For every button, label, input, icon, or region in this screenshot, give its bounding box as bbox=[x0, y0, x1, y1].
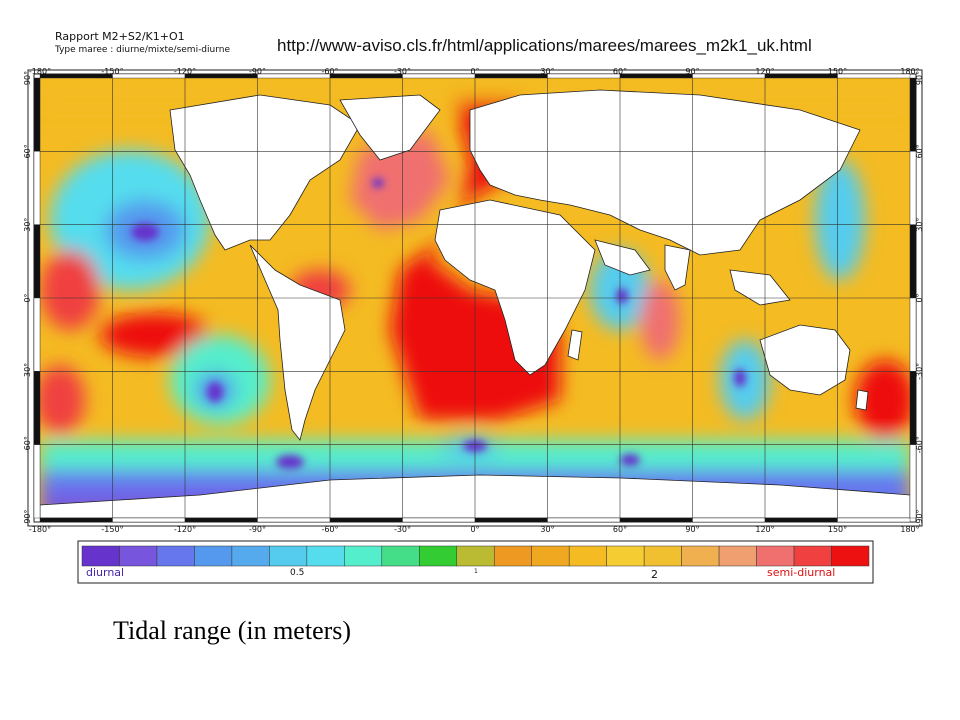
lat-tick-left: 0° bbox=[23, 293, 32, 302]
lat-tick-left: -30° bbox=[23, 363, 32, 380]
legend-swatch bbox=[568, 545, 607, 567]
lon-tick-top: -150° bbox=[101, 67, 123, 76]
ratio-title: Rapport M2+S2/K1+O1 bbox=[55, 30, 185, 43]
lat-tick-left: 30° bbox=[23, 218, 32, 232]
tidal-map-figure: Rapport M2+S2/K1+O1 Type maree : diurne/… bbox=[23, 30, 924, 584]
longitude-labels-bottom: -180° -150° -120° -90° -60° -30° 0° 30° 60° 90° 12… bbox=[29, 525, 920, 534]
lon-tick-bottom: 150° bbox=[828, 525, 847, 534]
lat-tick-right: 60° bbox=[915, 144, 924, 158]
map-gridlines bbox=[40, 78, 910, 518]
legend-label-1: 1 bbox=[474, 568, 478, 575]
lat-tick-right: 90° bbox=[915, 71, 924, 85]
legend-label-2: 2 bbox=[651, 568, 658, 581]
legend-swatch bbox=[419, 545, 458, 567]
lon-tick-top: 60° bbox=[613, 67, 627, 76]
lon-tick-bottom: -120° bbox=[174, 525, 196, 534]
lat-tick-left: 90° bbox=[23, 71, 32, 85]
legend-swatch bbox=[81, 545, 120, 567]
lon-tick-bottom: -180° bbox=[29, 525, 51, 534]
lon-tick-top: -120° bbox=[174, 67, 196, 76]
lat-tick-right: 30° bbox=[915, 218, 924, 232]
lon-tick-bottom: 60° bbox=[613, 525, 627, 534]
legend-swatch bbox=[381, 545, 420, 567]
legend-swatch bbox=[531, 545, 570, 567]
lon-tick-top: -90° bbox=[249, 67, 266, 76]
lon-tick-bottom: -150° bbox=[101, 525, 123, 534]
legend-swatch bbox=[831, 545, 870, 567]
lon-tick-bottom: -90° bbox=[249, 525, 266, 534]
lon-tick-top: 0° bbox=[470, 67, 479, 76]
longitude-labels-top: -180° -150° -120° -90° -60° -30° 0° 30° 60° 90° 12… bbox=[29, 67, 920, 76]
legend-swatches bbox=[81, 545, 870, 567]
legend-label-0-5: 0.5 bbox=[290, 568, 305, 578]
source-url: http://www-aviso.cls.fr/html/application… bbox=[277, 36, 812, 55]
lon-tick-bottom: -60° bbox=[321, 525, 338, 534]
latitude-labels-left: 90° 60° 30° 0° -30° -60° -90° bbox=[23, 71, 32, 527]
legend-swatch bbox=[119, 545, 158, 567]
legend-swatch bbox=[456, 545, 495, 567]
tide-type-line: Type maree : diurne/mixte/semi-diurne bbox=[55, 45, 231, 55]
legend-swatch bbox=[493, 545, 532, 567]
lon-tick-bottom: 180° bbox=[900, 525, 919, 534]
lat-tick-right: -90° bbox=[915, 509, 924, 526]
legend-swatch bbox=[306, 545, 345, 567]
legend-semi-diurnal-label: semi-diurnal bbox=[767, 566, 836, 579]
lat-tick-left: -90° bbox=[23, 509, 32, 526]
lon-tick-bottom: -30° bbox=[394, 525, 411, 534]
frame-tick-bars bbox=[33, 73, 917, 523]
legend-swatch bbox=[344, 545, 383, 567]
legend-swatch bbox=[194, 545, 233, 567]
world-map-svg: -180° -150° -120° -90° -60° -30° 0° 30° 60° 90° 12… bbox=[23, 67, 924, 534]
legend-swatch bbox=[793, 545, 832, 567]
lat-tick-left: 60° bbox=[23, 144, 32, 158]
figure-caption: Tidal range (in meters) bbox=[113, 616, 352, 645]
lon-tick-bottom: 120° bbox=[755, 525, 774, 534]
lon-tick-top: 180° bbox=[900, 67, 919, 76]
lon-tick-top: -30° bbox=[394, 67, 411, 76]
legend-swatch bbox=[269, 545, 308, 567]
legend-colorbar bbox=[77, 540, 874, 584]
lon-tick-top: -60° bbox=[321, 67, 338, 76]
legend-swatch bbox=[643, 545, 682, 567]
lat-tick-right: -60° bbox=[915, 436, 924, 453]
lon-tick-top: 30° bbox=[540, 67, 554, 76]
lon-tick-bottom: 30° bbox=[540, 525, 554, 534]
legend-swatch bbox=[156, 545, 195, 567]
lon-tick-bottom: 0° bbox=[470, 525, 479, 534]
legend-swatch bbox=[756, 545, 795, 567]
latitude-labels-right: 90° 60° 30° 0° -30° -60° -90° bbox=[915, 71, 924, 527]
lat-tick-right: -30° bbox=[915, 363, 924, 380]
legend-swatch bbox=[606, 545, 645, 567]
legend-diurnal-label: diurnal bbox=[86, 566, 125, 579]
lon-tick-top: 90° bbox=[685, 67, 699, 76]
legend-swatch bbox=[718, 545, 757, 567]
lon-tick-top: 150° bbox=[828, 67, 847, 76]
lat-tick-left: -60° bbox=[23, 436, 32, 453]
legend-swatch bbox=[231, 545, 270, 567]
lon-tick-bottom: 90° bbox=[685, 525, 699, 534]
lon-tick-top: -180° bbox=[29, 67, 51, 76]
lon-tick-top: 120° bbox=[755, 67, 774, 76]
legend-swatch bbox=[681, 545, 720, 567]
lat-tick-right: 0° bbox=[915, 293, 924, 302]
